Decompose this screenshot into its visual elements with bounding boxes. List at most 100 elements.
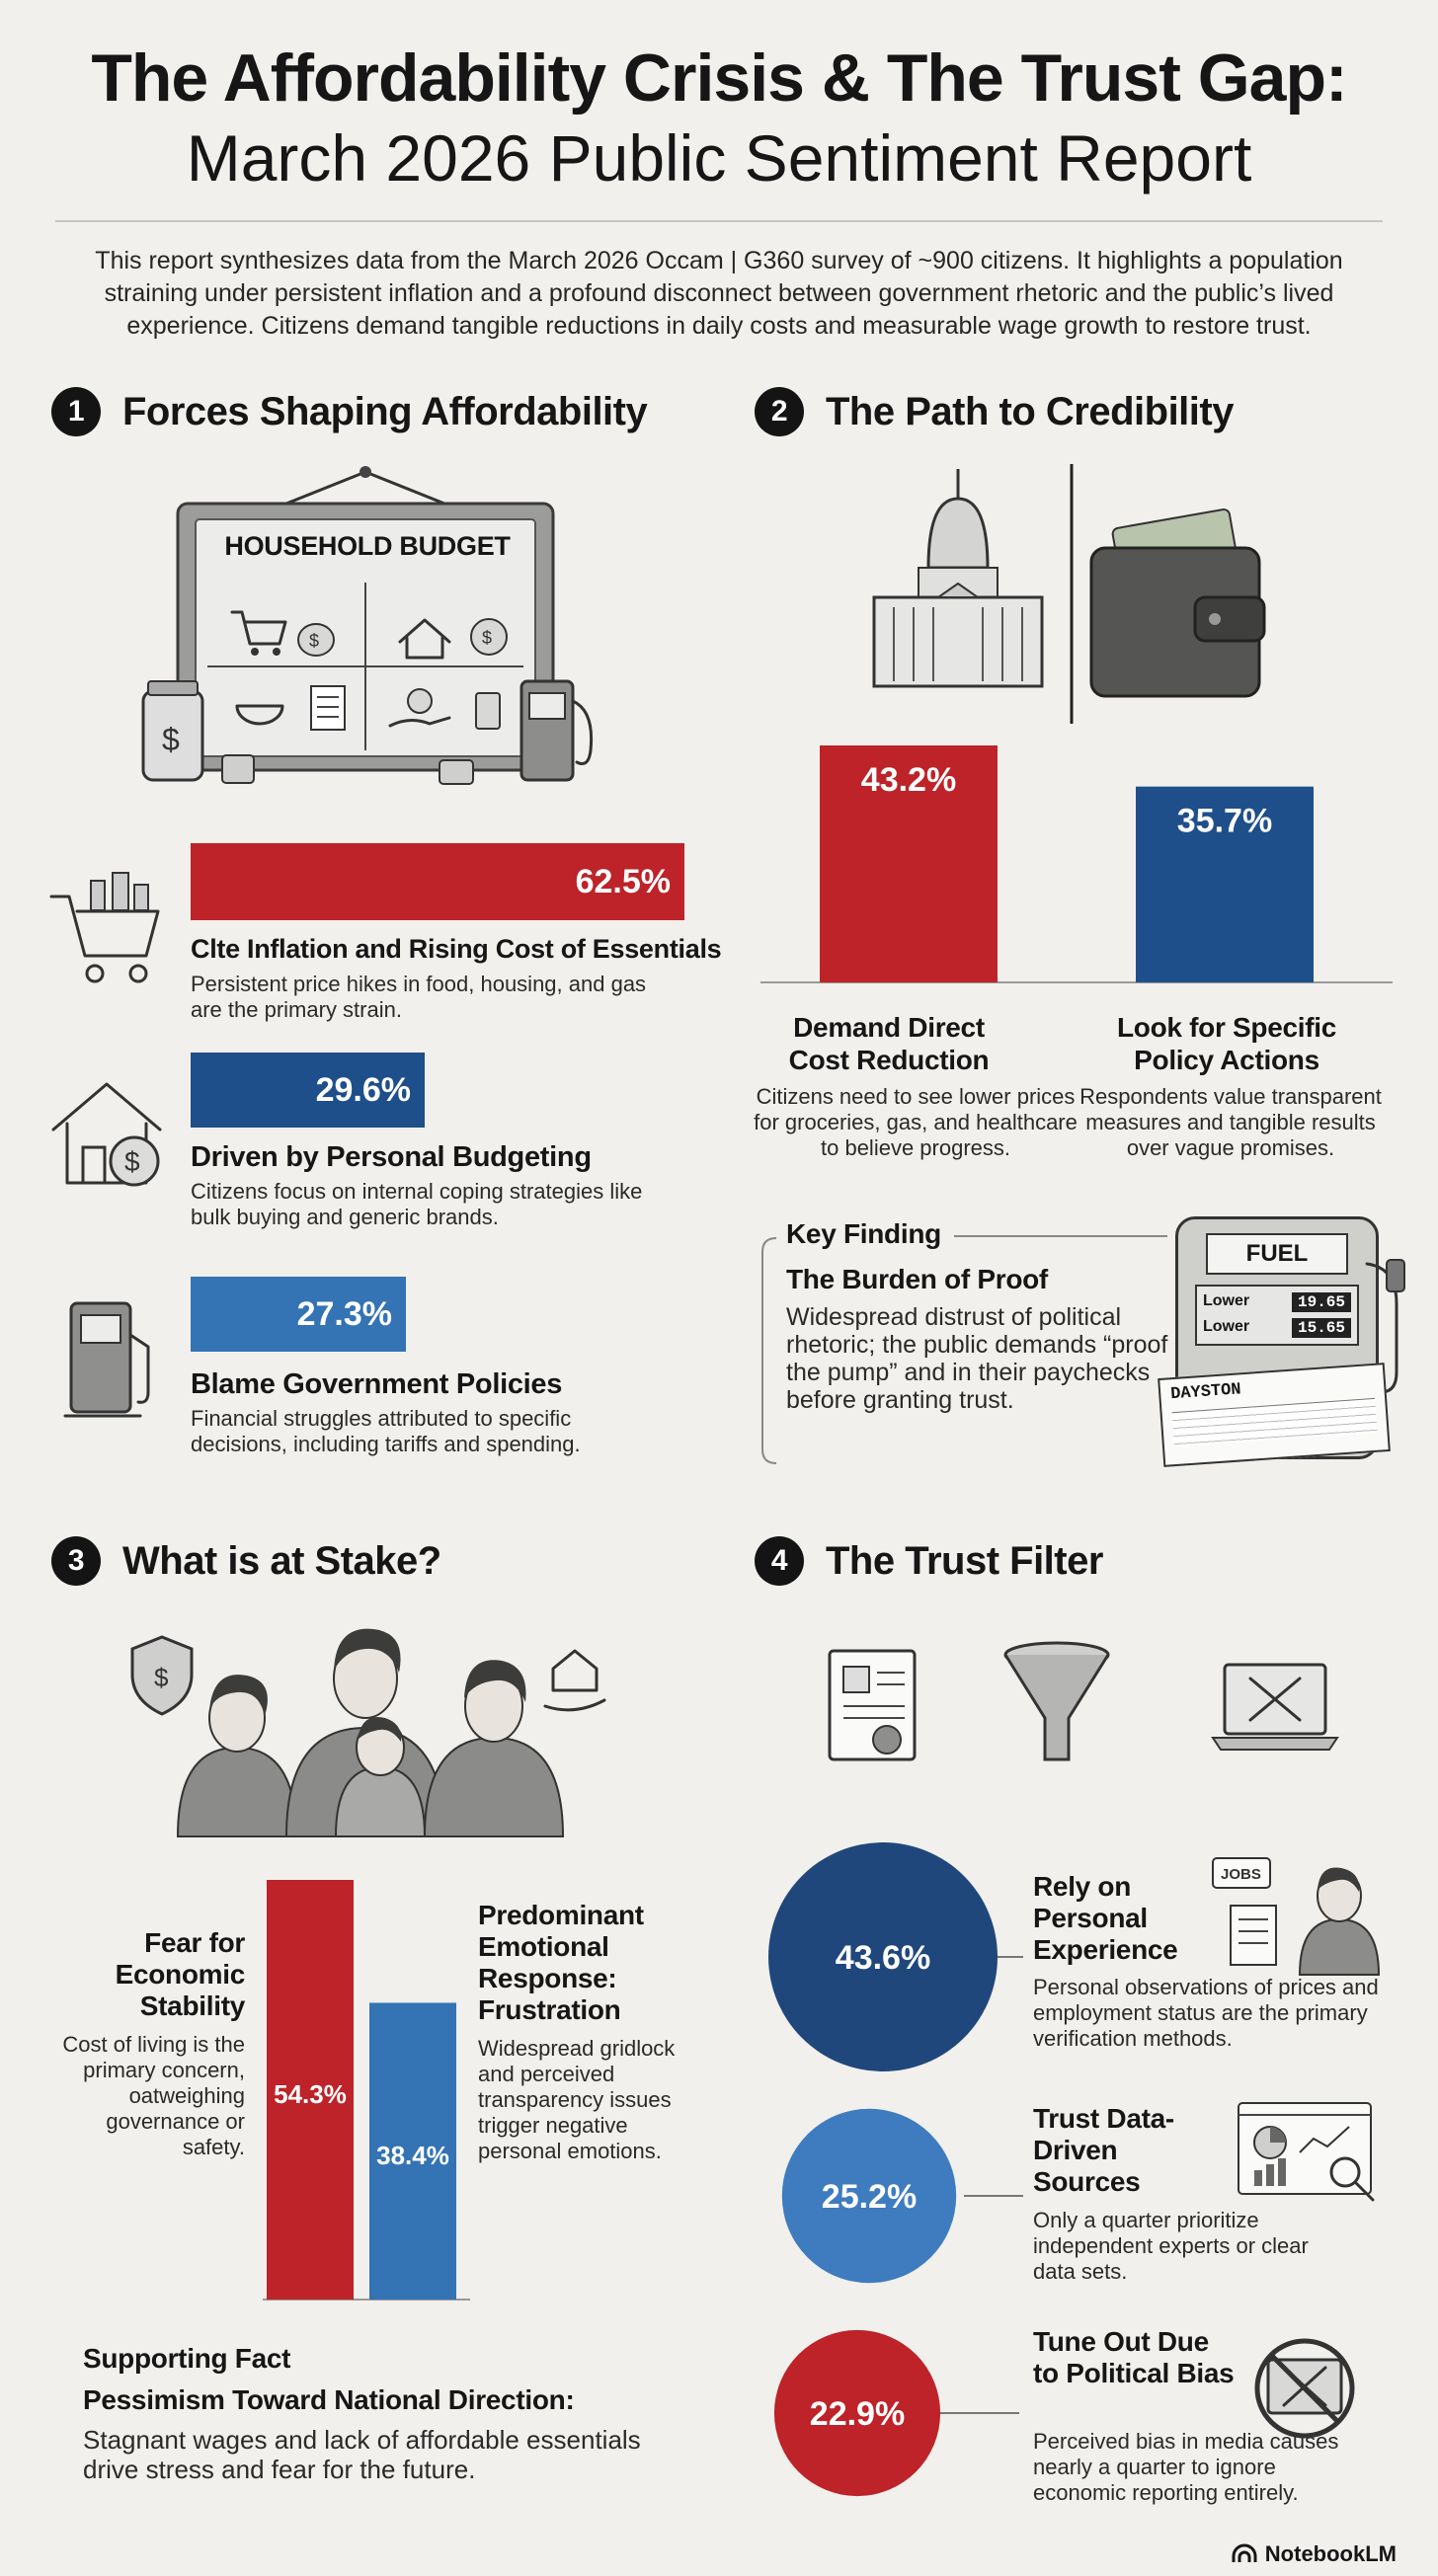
section1-number: 1 (51, 387, 101, 436)
jobs-label: JOBS (1221, 1866, 1261, 1883)
supporting-fact-label: Supporting Fact (83, 2343, 291, 2374)
section4-header: 4 The Trust Filter (755, 1536, 1103, 1586)
gas-pump-icon (63, 1301, 150, 1418)
shopping-cart-icon (49, 872, 160, 983)
footer-brand-label: NotebookLM (1264, 2541, 1397, 2566)
s1-bar-inflation-value: 62.5% (575, 862, 671, 900)
key-finding-bracket (761, 1235, 1167, 1464)
fuel-sign: FUEL (1206, 1233, 1348, 1275)
s1-item3-heading: Blame Government Policies (191, 1368, 563, 1400)
data-dashboard-icon (1238, 2102, 1375, 2202)
s4-bubble-2-label: 25.2% (822, 2178, 917, 2216)
fuel-nozzle-icon (1365, 1259, 1405, 1394)
title-line-1: The Affordability Crisis & The Trust Gap… (91, 40, 1347, 116)
s4-bubble-chart: 43.6% 25.2% 22.9% (768, 1842, 1023, 2497)
s3-bar-1 (267, 1880, 354, 2300)
section1-header: 1 Forces Shaping Affordability (51, 387, 648, 436)
s4-item1-text: Personal observations of prices and empl… (1033, 1975, 1379, 2051)
key-finding-text: Widespread distrust of political rhetori… (786, 1303, 1196, 1414)
job-search-person-icon: JOBS (1212, 1857, 1381, 1976)
s4-bubble-3 (773, 2329, 941, 2497)
paycheck-stub-illustration: DAYSTON (1158, 1363, 1391, 1467)
s4-bubble-1-label: 43.6% (836, 1939, 930, 1977)
s3-bar-chart: 54.3% 38.4% (263, 1880, 470, 2301)
s3-right-text: Widespread gridlock and perceived transp… (478, 2036, 676, 2163)
s2-bar-1-label: 43.2% (861, 761, 956, 799)
section4-number: 4 (755, 1536, 804, 1586)
key-finding-heading: The Burden of Proof (786, 1264, 1048, 1294)
s4-item2-text: Only a quarter prioritize independent ex… (1033, 2208, 1309, 2284)
svg-text:$: $ (309, 631, 319, 651)
section2-title: The Path to Credibility (826, 389, 1234, 433)
s4-item3-heading: Tune Out Due to Political Bias (1033, 2326, 1235, 2388)
s1-item3-text: Financial struggles attributed to specif… (191, 1406, 581, 1456)
certificate-icon (828, 1649, 917, 1761)
svg-text:$: $ (124, 1146, 140, 1177)
house-dollar-icon: $ (51, 1082, 162, 1187)
section3-number: 3 (51, 1536, 101, 1586)
fuel-price-row-value: 19.65 (1291, 1292, 1351, 1312)
s1-item2-text: Citizens focus on internal coping strate… (191, 1179, 643, 1229)
section3-header: 3 What is at Stake? (51, 1536, 441, 1586)
svg-text:$: $ (154, 1663, 169, 1692)
s3-left-text: Cost of living is the primary concern, o… (62, 2032, 245, 2159)
household-budget-illustration: $ $ $ (141, 466, 594, 785)
blocked-laptop-icon (1211, 1663, 1339, 1751)
s1-bar-government-policies: 27.3% (191, 1277, 406, 1352)
fuel-price-row-label: Lower (1203, 1292, 1250, 1309)
s3-bar-2 (369, 2002, 456, 2300)
svg-text:$: $ (482, 628, 492, 648)
section3-title: What is at Stake? (122, 1538, 441, 1583)
s3-bar-2-label: 38.4% (376, 2141, 449, 2170)
s1-bar-inflation: 62.5% (191, 843, 684, 920)
key-finding-label: Key Finding (786, 1218, 941, 1249)
s2-bar-2-label: 35.7% (1177, 803, 1272, 840)
funnel-icon (1003, 1641, 1110, 1761)
s4-bubble-3-label: 22.9% (810, 2395, 905, 2433)
section1-title: Forces Shaping Affordability (122, 389, 648, 433)
section2-header: 2 The Path to Credibility (755, 387, 1234, 436)
title-line-2: March 2026 Public Sentiment Report (186, 121, 1252, 195)
s2-item1-heading: Demand Direct Cost Reduction (788, 1012, 990, 1075)
s2-bar-1 (820, 745, 998, 982)
s3-left-heading: Fear for Economic Stability (115, 1927, 246, 2021)
fuel-price-panel: Lower 19.65 Lower 15.65 (1195, 1285, 1359, 1346)
fuel-price-row: Lower 15.65 (1203, 1318, 1351, 1338)
section4-title: The Trust Filter (826, 1538, 1103, 1583)
budget-board-label: HOUSEHOLD BUDGET (224, 531, 511, 561)
fuel-price-row: Lower 19.65 (1203, 1292, 1351, 1312)
fuel-price-row-label: Lower (1203, 1318, 1250, 1335)
footer-brand: NotebookLM (1232, 2541, 1397, 2567)
paycheck-lines (1171, 1397, 1378, 1447)
s1-item2-heading: Driven by Personal Budgeting (191, 1141, 592, 1173)
worried-family-illustration: $ (130, 1628, 606, 1837)
svg-text:$: $ (162, 722, 180, 757)
s3-right-heading: Predominant Emotional Response: Frustrat… (478, 1900, 644, 2025)
notebooklm-logo-icon (1232, 2543, 1257, 2562)
s4-item3-text: Perceived bias in media causes nearly a … (1033, 2429, 1339, 2505)
no-media-icon (1254, 2338, 1355, 2439)
fuel-price-row-value: 15.65 (1291, 1318, 1351, 1338)
s1-item1-text: Persistent price hikes in food, housing,… (191, 972, 647, 1022)
s2-item2-text: Respondents value transparent measures a… (1079, 1084, 1382, 1160)
s4-bubble-1 (768, 1842, 998, 2071)
s2-item2-heading: Look for Specific Policy Actions (1116, 1012, 1337, 1075)
s1-bar-government-policies-value: 27.3% (296, 1294, 392, 1333)
s2-item1-text: Citizens need to see lower prices for gr… (754, 1084, 1078, 1160)
s4-item1-heading: Rely on Personal Experience (1033, 1871, 1178, 1965)
paycheck-label: DAYSTON (1169, 1380, 1242, 1405)
s3-bar-1-label: 54.3% (274, 2079, 347, 2109)
s2-bar-2 (1136, 786, 1314, 982)
s1-item1-heading: Clte Inflation and Rising Cost of Essent… (191, 934, 722, 964)
intro-paragraph: This report synthesizes data from the Ma… (95, 247, 1343, 340)
supporting-fact-heading: Pessimism Toward National Direction: (83, 2384, 575, 2415)
s1-bar-personal-budgeting-value: 29.6% (315, 1070, 411, 1109)
s4-bubble-2 (781, 2108, 957, 2284)
section2-number: 2 (755, 387, 804, 436)
s4-item2-heading: Trust Data-Driven Sources (1033, 2103, 1174, 2197)
s1-bar-personal-budgeting: 29.6% (191, 1053, 425, 1128)
s2-bar-chart: 43.2% 35.7% (760, 745, 1393, 983)
supporting-fact-text: Stagnant wages and lack of affordable es… (83, 2425, 641, 2484)
capitol-wallet-illustration (872, 464, 1266, 724)
header-divider (55, 220, 1383, 222)
